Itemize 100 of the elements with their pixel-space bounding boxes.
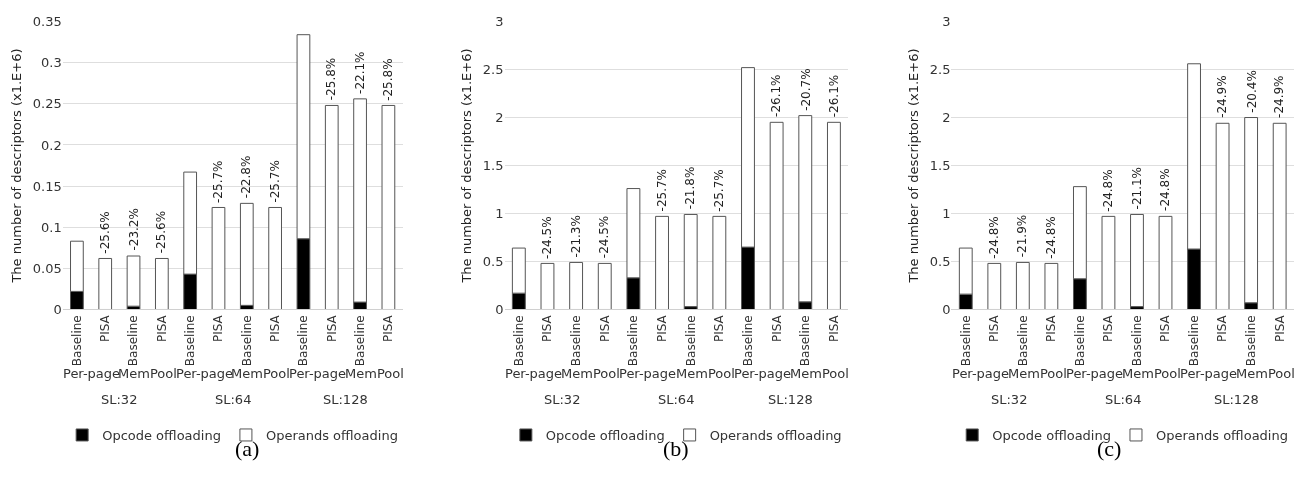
y-tick-label: 0.15: [32, 178, 62, 194]
annotation: -21.3%: [568, 215, 583, 258]
annotation: -21.1%: [1129, 167, 1144, 210]
annotation: -20.4%: [1244, 70, 1259, 113]
text: SL:128: [323, 392, 368, 407]
y-tick-label: 1: [942, 206, 951, 222]
x-tick-label: Baseline: [958, 315, 973, 367]
x-tick-label: PISA: [268, 314, 283, 343]
y-tick-label: 1.5: [929, 158, 951, 174]
text: Per-page: [1066, 366, 1124, 381]
text: Per-page: [289, 366, 347, 381]
x-tick-label: PISA: [1101, 314, 1116, 343]
annotation: -24.9%: [1272, 75, 1287, 118]
x-tick-label: PISA: [540, 314, 555, 343]
legend-label: Opcode offloading: [992, 428, 1111, 444]
y-tick-label: 0.35: [32, 14, 62, 30]
y-tick-label: 2: [942, 110, 951, 126]
y-tick-label: 0.3: [41, 55, 62, 71]
y-tick-label: 0.25: [32, 96, 62, 112]
text: MemPool: [1008, 366, 1067, 381]
x-tick-label: Baseline: [183, 315, 198, 367]
legend-label: Operands offloading: [1155, 428, 1288, 444]
y-tick-label: 0.1: [41, 219, 62, 235]
x-tick-label: PISA: [987, 314, 1002, 343]
x-tick-label: PISA: [712, 314, 727, 343]
x-tick-label: PISA: [324, 314, 339, 343]
text: SL:32: [544, 392, 581, 407]
x-tick-label: Baseline: [126, 315, 141, 367]
annotation: -26.1%: [769, 74, 784, 117]
y-tick-label: 0.5: [929, 254, 951, 270]
legend-label: Opcode offloading: [545, 428, 665, 444]
text: SL:32: [101, 392, 138, 407]
x-tick-label: PISA: [98, 314, 113, 343]
x-tick-label: PISA: [1215, 314, 1230, 343]
annotation: -22.1%: [353, 51, 368, 94]
y-axis-title: The number of descriptors (x1.E+6): [8, 48, 24, 284]
x-tick-label: Baseline: [740, 315, 755, 367]
y-axis-title: The number of descriptors (x1.E+6): [905, 48, 921, 284]
y-tick-label: 0: [495, 302, 504, 318]
text: SL:32: [991, 392, 1028, 407]
annotation: -25.6%: [154, 210, 169, 254]
text: MemPool: [231, 366, 290, 381]
x-tick-label: Baseline: [569, 315, 584, 367]
annotation: -24.8%: [986, 216, 1001, 259]
annotation: -24.5%: [597, 215, 612, 259]
text: Per-page: [619, 366, 677, 381]
y-tick-label: 1: [495, 206, 504, 222]
y-tick-label: 0.05: [32, 260, 62, 276]
x-tick-label: Baseline: [683, 315, 698, 367]
x-tick-label: Baseline: [626, 315, 641, 367]
text: MemPool: [345, 366, 404, 381]
x-tick-label: PISA: [826, 314, 841, 343]
x-tick-label: PISA: [1044, 314, 1059, 343]
y-axis-title: The number of descriptors (x1.E+6): [458, 48, 474, 284]
annotation: -22.8%: [239, 155, 254, 199]
y-tick-label: 1.5: [482, 158, 504, 174]
text: SL:64: [1105, 392, 1142, 407]
y-tick-label: 3: [942, 14, 951, 30]
annotation: -23.2%: [126, 208, 141, 251]
x-tick-label: Baseline: [352, 315, 367, 367]
annotation: -24.8%: [1043, 216, 1058, 259]
x-tick-label: PISA: [1272, 314, 1287, 343]
y-tick-label: 2.5: [929, 62, 951, 78]
y-tick-label: 2: [495, 110, 504, 126]
annotation: -25.8%: [324, 57, 339, 101]
x-tick-label: Baseline: [1244, 315, 1259, 367]
annotation: -26.1%: [826, 74, 841, 118]
text: SL:128: [1214, 392, 1259, 407]
annotation: -25.7%: [267, 160, 282, 203]
x-tick-label: Baseline: [296, 315, 311, 367]
text: MemPool: [561, 366, 620, 381]
annotation: -24.9%: [1215, 75, 1230, 118]
x-tick-label: PISA: [769, 314, 784, 343]
x-tick-label: Baseline: [1072, 315, 1087, 367]
text: SL:64: [215, 392, 252, 407]
text: Per-page: [734, 366, 792, 381]
x-tick-label: Baseline: [1129, 315, 1144, 367]
annotation: -25.8%: [380, 58, 395, 101]
text: Per-page: [1180, 366, 1238, 381]
legend-label: Operands offloading: [265, 428, 398, 444]
x-tick-label: PISA: [154, 314, 169, 343]
legend-label: Operands offloading: [709, 428, 842, 444]
text: Per-page: [176, 366, 234, 381]
text: Per-page: [505, 366, 563, 381]
x-tick-label: PISA: [654, 314, 669, 343]
text: Per-page: [952, 366, 1010, 381]
x-tick-label: PISA: [381, 314, 396, 343]
x-tick-label: Baseline: [1186, 315, 1201, 367]
text: MemPool: [1122, 366, 1181, 381]
y-tick-label: 3: [495, 14, 504, 30]
annotation: -25.7%: [654, 168, 669, 212]
text: SL:64: [658, 392, 695, 407]
text: SL:128: [768, 392, 813, 407]
annotation: -25.6%: [97, 211, 112, 254]
text: MemPool: [676, 366, 735, 381]
y-tick-label: 0.2: [41, 137, 62, 153]
x-tick-label: PISA: [1158, 314, 1173, 343]
text: MemPool: [790, 366, 849, 381]
text: MemPool: [1236, 366, 1295, 381]
x-tick-label: Baseline: [798, 315, 813, 367]
